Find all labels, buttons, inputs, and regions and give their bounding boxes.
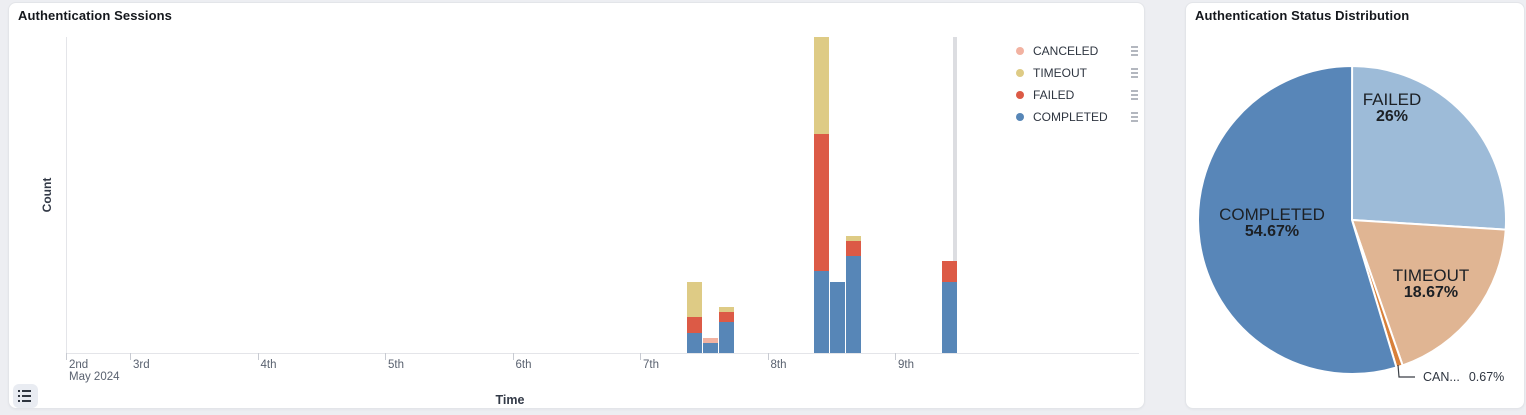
pie-label-completed: COMPLETED 54.67% xyxy=(1219,205,1325,240)
x-tick-label: 2nd xyxy=(69,359,89,371)
chart-legend: CANCELED TIMEOUT FAILED COMPLETED xyxy=(1016,40,1138,128)
legend-label: COMPLETED xyxy=(1033,110,1108,124)
bar-segment-failed[interactable] xyxy=(846,240,862,257)
x-tick-mark xyxy=(385,353,386,360)
bar-segment-completed[interactable] xyxy=(702,342,718,353)
status-pie-chart[interactable] xyxy=(1186,3,1524,408)
authentication-status-panel: Authentication Status Distribution FAILE… xyxy=(1185,2,1525,409)
bar-segment-completed[interactable] xyxy=(718,322,734,353)
time-cursor-line xyxy=(953,37,957,353)
bar-segment-timeout[interactable] xyxy=(718,307,734,313)
pie-slice-failed[interactable] xyxy=(1351,65,1508,231)
bar-segment-timeout[interactable] xyxy=(814,36,830,134)
panel-title-status: Authentication Status Distribution xyxy=(1195,8,1410,23)
x-tick-label: 4th xyxy=(260,359,277,371)
bar-segment-failed[interactable] xyxy=(718,312,734,323)
legend-item-canceled[interactable]: CANCELED xyxy=(1016,40,1138,62)
bar-segment-completed[interactable] xyxy=(814,271,830,353)
x-tick-label: 9th xyxy=(898,359,914,371)
x-tick-mark xyxy=(257,353,259,360)
bar-segment-failed[interactable] xyxy=(941,261,957,282)
bar-segment-failed[interactable] xyxy=(686,317,702,333)
bar-segment-completed[interactable] xyxy=(686,332,702,353)
y-axis-label: Count xyxy=(40,177,54,213)
pie-callout-line xyxy=(1397,364,1415,378)
x-axis-label: Time xyxy=(495,393,525,407)
drag-handle-icon[interactable] xyxy=(1131,88,1138,102)
legend-dot-icon xyxy=(1016,69,1024,77)
x-tick-mark xyxy=(512,353,514,360)
sessions-bar-chart[interactable]: Count Time 2nd May 2024 3rd 4th 5th 6th 7th 8th… xyxy=(9,3,1144,408)
x-tick-mark xyxy=(895,353,896,360)
legend-dot-icon xyxy=(1016,113,1024,121)
y-axis-line xyxy=(66,37,67,353)
x-tick-mark xyxy=(640,353,641,360)
x-tick-sublabel: May 2024 xyxy=(69,371,120,383)
x-tick-label: 8th xyxy=(770,359,787,371)
bar-segment-completed[interactable] xyxy=(830,281,846,353)
drag-handle-icon[interactable] xyxy=(1131,110,1138,124)
bar-segment-timeout[interactable] xyxy=(686,281,702,318)
x-tick-mark xyxy=(66,353,67,360)
bar-segment-completed[interactable] xyxy=(846,256,862,353)
authentication-sessions-panel: Authentication Sessions Count Time 2nd Ma… xyxy=(8,2,1145,409)
x-tick-mark xyxy=(767,353,769,360)
legend-dot-icon xyxy=(1016,91,1024,99)
legend-item-timeout[interactable]: TIMEOUT xyxy=(1016,62,1138,84)
bar-segment-completed[interactable] xyxy=(941,281,957,353)
bar-segment-timeout[interactable] xyxy=(846,235,862,241)
x-tick-mark xyxy=(130,353,131,360)
pie-label-failed: FAILED 26% xyxy=(1362,90,1422,125)
x-tick-label: 3rd xyxy=(133,359,150,371)
x-tick-label: 6th xyxy=(515,359,532,371)
list-view-icon xyxy=(18,390,33,392)
pie-callout-label-canceled: CAN... 0.67% xyxy=(1423,370,1505,384)
x-tick-label: 7th xyxy=(643,359,659,371)
pie-slice-completed[interactable] xyxy=(1197,65,1398,375)
legend-label: FAILED xyxy=(1033,88,1075,102)
bar-segment-failed[interactable] xyxy=(814,133,830,272)
x-axis-line xyxy=(66,353,1139,354)
bar-segment-canceled[interactable] xyxy=(702,337,718,343)
x-tick-label: 5th xyxy=(388,359,404,371)
drag-handle-icon[interactable] xyxy=(1131,66,1138,80)
pie-label-timeout: TIMEOUT 18.67% xyxy=(1392,266,1470,301)
legend-item-failed[interactable]: FAILED xyxy=(1016,84,1138,106)
legend-dot-icon xyxy=(1016,47,1024,55)
list-view-button[interactable] xyxy=(13,384,38,408)
drag-handle-icon[interactable] xyxy=(1131,44,1138,58)
legend-label: CANCELED xyxy=(1033,44,1099,58)
panel-title-sessions: Authentication Sessions xyxy=(18,8,172,23)
legend-label: TIMEOUT xyxy=(1033,66,1087,80)
legend-item-completed[interactable]: COMPLETED xyxy=(1016,106,1138,128)
